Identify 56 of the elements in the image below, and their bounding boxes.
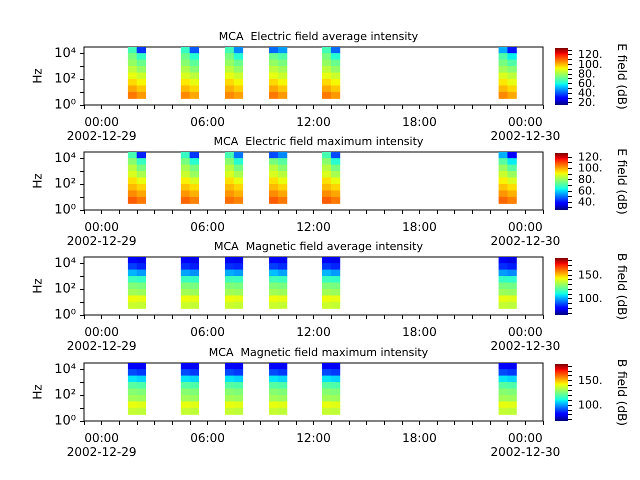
chart-title: MCA Electric field average intensity	[218, 30, 419, 43]
color-bar-label: 60.	[578, 184, 596, 198]
x-tick-label: 00:00 2002-12-29	[66, 220, 137, 248]
y-axis-title: Hz	[30, 68, 44, 84]
chart-title: MCA Electric field maximum intensity	[214, 135, 424, 148]
y-tick-label: 10⁰	[54, 202, 76, 218]
y-tick-label: 10⁴	[54, 46, 76, 61]
x-tick-label: 06:00	[190, 115, 225, 129]
color-bar-title: E field (dB)	[615, 148, 629, 215]
x-tick-label: 00:00 2002-12-30	[490, 325, 560, 354]
y-axis-title: Hz	[30, 174, 44, 189]
color-bar-label: 20.	[578, 96, 596, 110]
chart-title: MCA Magnetic field average intensity	[214, 240, 424, 254]
color-bar-label: 100.	[578, 292, 602, 306]
color-bar-label: 150.	[578, 268, 602, 282]
color-bar-title: B field (dB)	[615, 253, 629, 320]
y-tick-label: 10⁴	[54, 151, 76, 166]
color-bar-label: 80.	[578, 173, 596, 186]
chart-title: MCA Magnetic field maximum intensity	[208, 346, 429, 359]
x-tick-label: 00:00 2002-12-30	[490, 115, 560, 143]
x-tick-label: 18:00	[402, 430, 437, 445]
x-tick-label: 00:00 2002-12-29	[66, 430, 137, 459]
x-tick-label: 12:00	[296, 220, 331, 234]
x-tick-label: 18:00	[402, 220, 437, 234]
x-tick-label: 00:00 2002-12-29	[66, 115, 137, 143]
x-tick-label: 12:00	[296, 115, 331, 129]
x-tick-label: 18:00	[402, 325, 437, 340]
y-axis-title: Hz	[30, 278, 44, 294]
x-tick-label: 00:00 2002-12-30	[490, 220, 560, 248]
y-tick-label: 10⁰	[54, 98, 76, 112]
x-tick-label: 00:00 2002-12-29	[66, 325, 137, 354]
x-tick-label: 00:00 2002-12-30	[490, 430, 560, 459]
x-tick-label: 12:00	[296, 325, 331, 340]
y-axis-title: Hz	[30, 384, 44, 400]
y-tick-label: 10²	[54, 176, 76, 192]
color-bar-label: 60.	[578, 76, 596, 90]
x-tick-label: 06:00	[190, 325, 225, 340]
x-tick-label: 06:00	[190, 220, 225, 234]
y-tick-label: 10²	[54, 282, 76, 298]
y-tick-label: 10⁰	[54, 308, 76, 323]
y-tick-label: 10²	[54, 72, 76, 87]
color-bar-label: 40.	[578, 196, 596, 209]
y-tick-label: 10⁴	[54, 362, 76, 377]
color-bar-label: 120.	[578, 48, 602, 62]
x-tick-label: 12:00	[296, 430, 331, 445]
y-tick-label: 10²	[54, 387, 76, 402]
x-tick-label: 18:00	[402, 115, 437, 129]
color-bar-title: E field (dB)	[615, 43, 629, 110]
color-bar-title: B field (dB)	[615, 358, 629, 426]
color-bar-label: 100.	[578, 162, 602, 175]
color-bar-label: 100.	[578, 398, 602, 412]
color-bar-label: 120.	[578, 150, 602, 164]
x-tick-label: 06:00	[190, 430, 225, 445]
color-bar-label: 150.	[578, 374, 602, 387]
y-tick-label: 10⁴	[54, 256, 76, 272]
y-tick-label: 10⁰	[54, 413, 76, 428]
